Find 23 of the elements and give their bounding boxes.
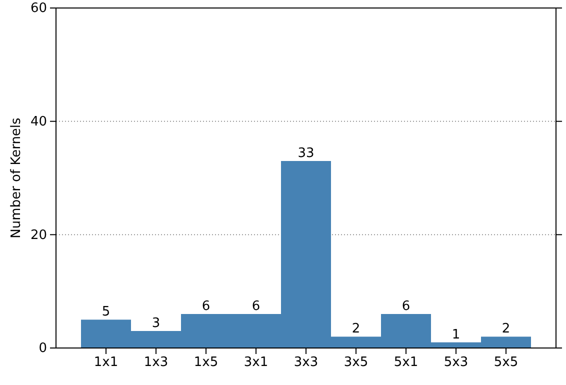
y-tick-label: 20 [30, 228, 47, 243]
data-label: 5 [102, 304, 110, 320]
data-label: 33 [298, 146, 314, 161]
data-label: 1 [452, 327, 460, 342]
data-label: 2 [502, 322, 510, 337]
data-label: 6 [252, 299, 260, 314]
x-tick-label: 5x1 [394, 355, 418, 370]
y-tick-label: 60 [30, 1, 47, 16]
x-tick-label: 3x1 [244, 355, 268, 370]
y-tick-label: 40 [30, 114, 47, 130]
x-tick-label: 5x3 [444, 355, 468, 370]
data-label: 6 [402, 299, 410, 314]
x-tick-label: 3x3 [294, 355, 318, 370]
x-tick-label: 1x5 [194, 355, 218, 370]
data-label: 2 [352, 322, 360, 337]
x-tick-label: 3x5 [344, 355, 368, 370]
y-axis-title: Number of Kernels [9, 117, 24, 238]
y-tick-label: 0 [38, 341, 47, 356]
x-tick-label: 5x5 [494, 355, 518, 370]
data-label: 3 [152, 316, 160, 331]
data-label: 6 [202, 299, 210, 314]
x-tick-label: 1x1 [94, 355, 118, 370]
x-tick-label: 1x3 [144, 355, 168, 370]
